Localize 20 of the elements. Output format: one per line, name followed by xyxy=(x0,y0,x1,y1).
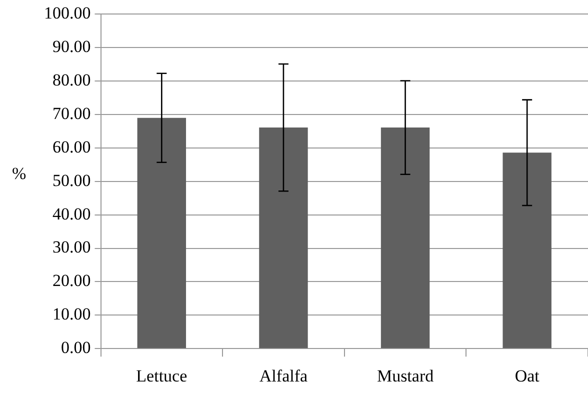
y-tick-label: 30.00 xyxy=(52,238,91,257)
y-tick-label: 10.00 xyxy=(52,304,91,324)
y-tick-label: 70.00 xyxy=(52,104,91,123)
y-tick-label: 90.00 xyxy=(52,37,91,56)
x-tick-label: Alfalfa xyxy=(259,366,308,386)
y-tick-label: 60.00 xyxy=(52,137,91,156)
bar xyxy=(259,128,308,348)
bar xyxy=(137,118,186,348)
y-tick-label: 20.00 xyxy=(52,271,91,290)
bar xyxy=(502,152,552,348)
y-tick-label: 50.00 xyxy=(52,170,91,190)
x-tick-label: Lettuce xyxy=(136,366,188,386)
y-tick-label: 80.00 xyxy=(52,70,91,90)
bar xyxy=(380,128,430,348)
y-axis-title: % xyxy=(12,164,26,184)
y-tick-label: 100.00 xyxy=(44,4,91,23)
x-tick-label: Mustard xyxy=(376,366,434,386)
y-tick-label: 40.00 xyxy=(52,204,91,224)
x-tick-label: Oat xyxy=(514,366,540,386)
y-tick-label: 0.00 xyxy=(61,338,91,358)
